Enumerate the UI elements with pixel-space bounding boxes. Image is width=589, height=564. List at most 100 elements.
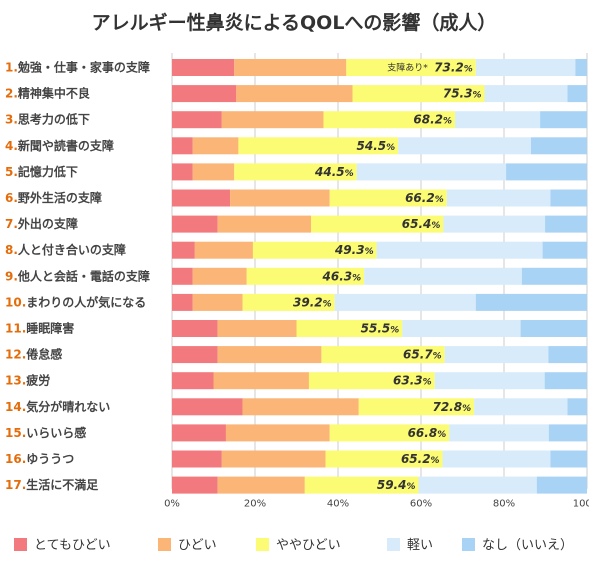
category-label: 3.思考力の低下 (5, 112, 90, 127)
category-number: 7. (5, 217, 18, 231)
bar-segment (329, 424, 450, 442)
bar-segment (221, 111, 324, 129)
value-labels: 73.2%支障あり*75.3%68.2%54.5%44.5%66.2%65.4%… (293, 61, 481, 493)
bar-segment (442, 450, 551, 468)
bar-row (172, 163, 587, 181)
bar-segment (172, 267, 193, 285)
bar-segment (217, 476, 305, 494)
bar-row (172, 215, 587, 233)
x-tick-label: 60% (410, 499, 432, 510)
bar-segment (334, 293, 476, 311)
data-label-value: 72.8 (432, 400, 462, 414)
data-label-value: 65.2 (401, 452, 431, 466)
legend: とてもひどい ひどい ややひどい 軽い なし（いいえ） (14, 538, 573, 553)
bar-segment (575, 59, 587, 76)
category-number: 10. (5, 295, 26, 309)
bar-segment (321, 346, 445, 364)
bar-segment (221, 450, 326, 468)
legend-label: とてもひどい (34, 538, 111, 553)
category-number: 13. (5, 374, 26, 388)
category-label: 13.疲労 (5, 373, 50, 388)
bar-segment (252, 241, 377, 259)
bar-segment (172, 346, 218, 364)
data-label-percent: % (365, 247, 374, 257)
data-label: 54.5% (357, 139, 396, 153)
category-number: 1. (5, 61, 18, 75)
data-label-percent: % (472, 91, 481, 101)
legend-label: なし（いいえ） (482, 538, 573, 553)
category-label: 4.新聞や読書の支障 (5, 138, 114, 153)
category-text: 思考力の低下 (18, 112, 90, 127)
bar-segment (234, 59, 347, 76)
bar-row (172, 267, 587, 285)
category-label: 2.精神集中不良 (5, 86, 90, 101)
bar-segment (376, 241, 543, 259)
data-label: 68.2% (413, 113, 452, 127)
data-label-value: 73.2 (434, 61, 464, 75)
bar-segment (402, 320, 521, 337)
legend-swatch (256, 538, 269, 551)
category-label: 6.野外生活の支障 (5, 190, 102, 205)
bar-segment (192, 163, 235, 181)
category-text: 人と付き合いの支障 (18, 242, 126, 257)
data-label: 75.3% (443, 87, 482, 101)
bar-row (172, 241, 587, 259)
bar-segment (550, 189, 587, 207)
data-label-percent: % (431, 221, 440, 231)
category-text: 記憶力低下 (18, 164, 78, 179)
bar-segment (172, 424, 226, 442)
legend-item: 軽い (387, 538, 433, 553)
x-tick-label: 20% (244, 499, 266, 510)
bar-segment (567, 85, 587, 103)
bar-row (172, 111, 587, 129)
data-label: 65.2% (401, 452, 440, 466)
legend-swatch (387, 538, 400, 551)
data-label-value: 65.4 (402, 217, 432, 231)
bar-segment (548, 346, 587, 364)
bar-row (172, 450, 587, 468)
data-label: 65.4% (402, 217, 441, 231)
legend-item: ややひどい (256, 538, 341, 553)
bar-segment (520, 320, 587, 337)
legend-item: ひどい (158, 538, 217, 553)
data-label-percent: % (323, 299, 332, 309)
bar-segment (536, 476, 587, 494)
category-text: 疲労 (26, 373, 50, 388)
data-label-percent: % (386, 143, 395, 153)
category-text: 生活に不満足 (26, 477, 98, 492)
bar-row (172, 476, 587, 494)
data-label-percent: % (437, 430, 446, 440)
bar-segment (172, 215, 218, 233)
bar-row (172, 320, 587, 337)
x-axis-ticks: 0% 20% 40% 60% 80% 100% (164, 499, 589, 510)
bars-layer (172, 59, 587, 494)
category-number: 11. (5, 322, 26, 336)
bar-segment (346, 59, 476, 76)
legend-label: 軽い (407, 538, 433, 553)
category-text: 他人と会話・電話の支障 (17, 268, 150, 283)
category-label: 7.外出の支障 (5, 216, 78, 231)
bar-segment (455, 111, 541, 129)
data-label-percent: % (443, 117, 452, 127)
data-label-value: 66.2 (405, 191, 435, 205)
data-label-value: 54.5 (357, 139, 387, 153)
category-number: 8. (5, 243, 18, 257)
legend-swatch (462, 538, 475, 551)
data-label-value: 44.5 (314, 165, 345, 179)
data-label-percent: % (433, 352, 442, 362)
category-number: 15. (5, 426, 26, 440)
bar-segment (474, 398, 568, 416)
bar-segment (475, 59, 576, 76)
bar-segment (172, 163, 193, 181)
bar-segment (172, 59, 235, 76)
category-label: 11.睡眠障害 (5, 321, 74, 336)
bar-segment (172, 450, 222, 468)
category-text: 野外生活の支障 (18, 190, 102, 205)
bar-row (172, 189, 587, 207)
bar-segment (398, 137, 531, 155)
category-number: 14. (5, 400, 26, 414)
bar-segment (475, 293, 587, 311)
bar-segment (308, 372, 435, 390)
data-label: 39.2% (293, 295, 332, 309)
bar-segment (217, 320, 297, 337)
